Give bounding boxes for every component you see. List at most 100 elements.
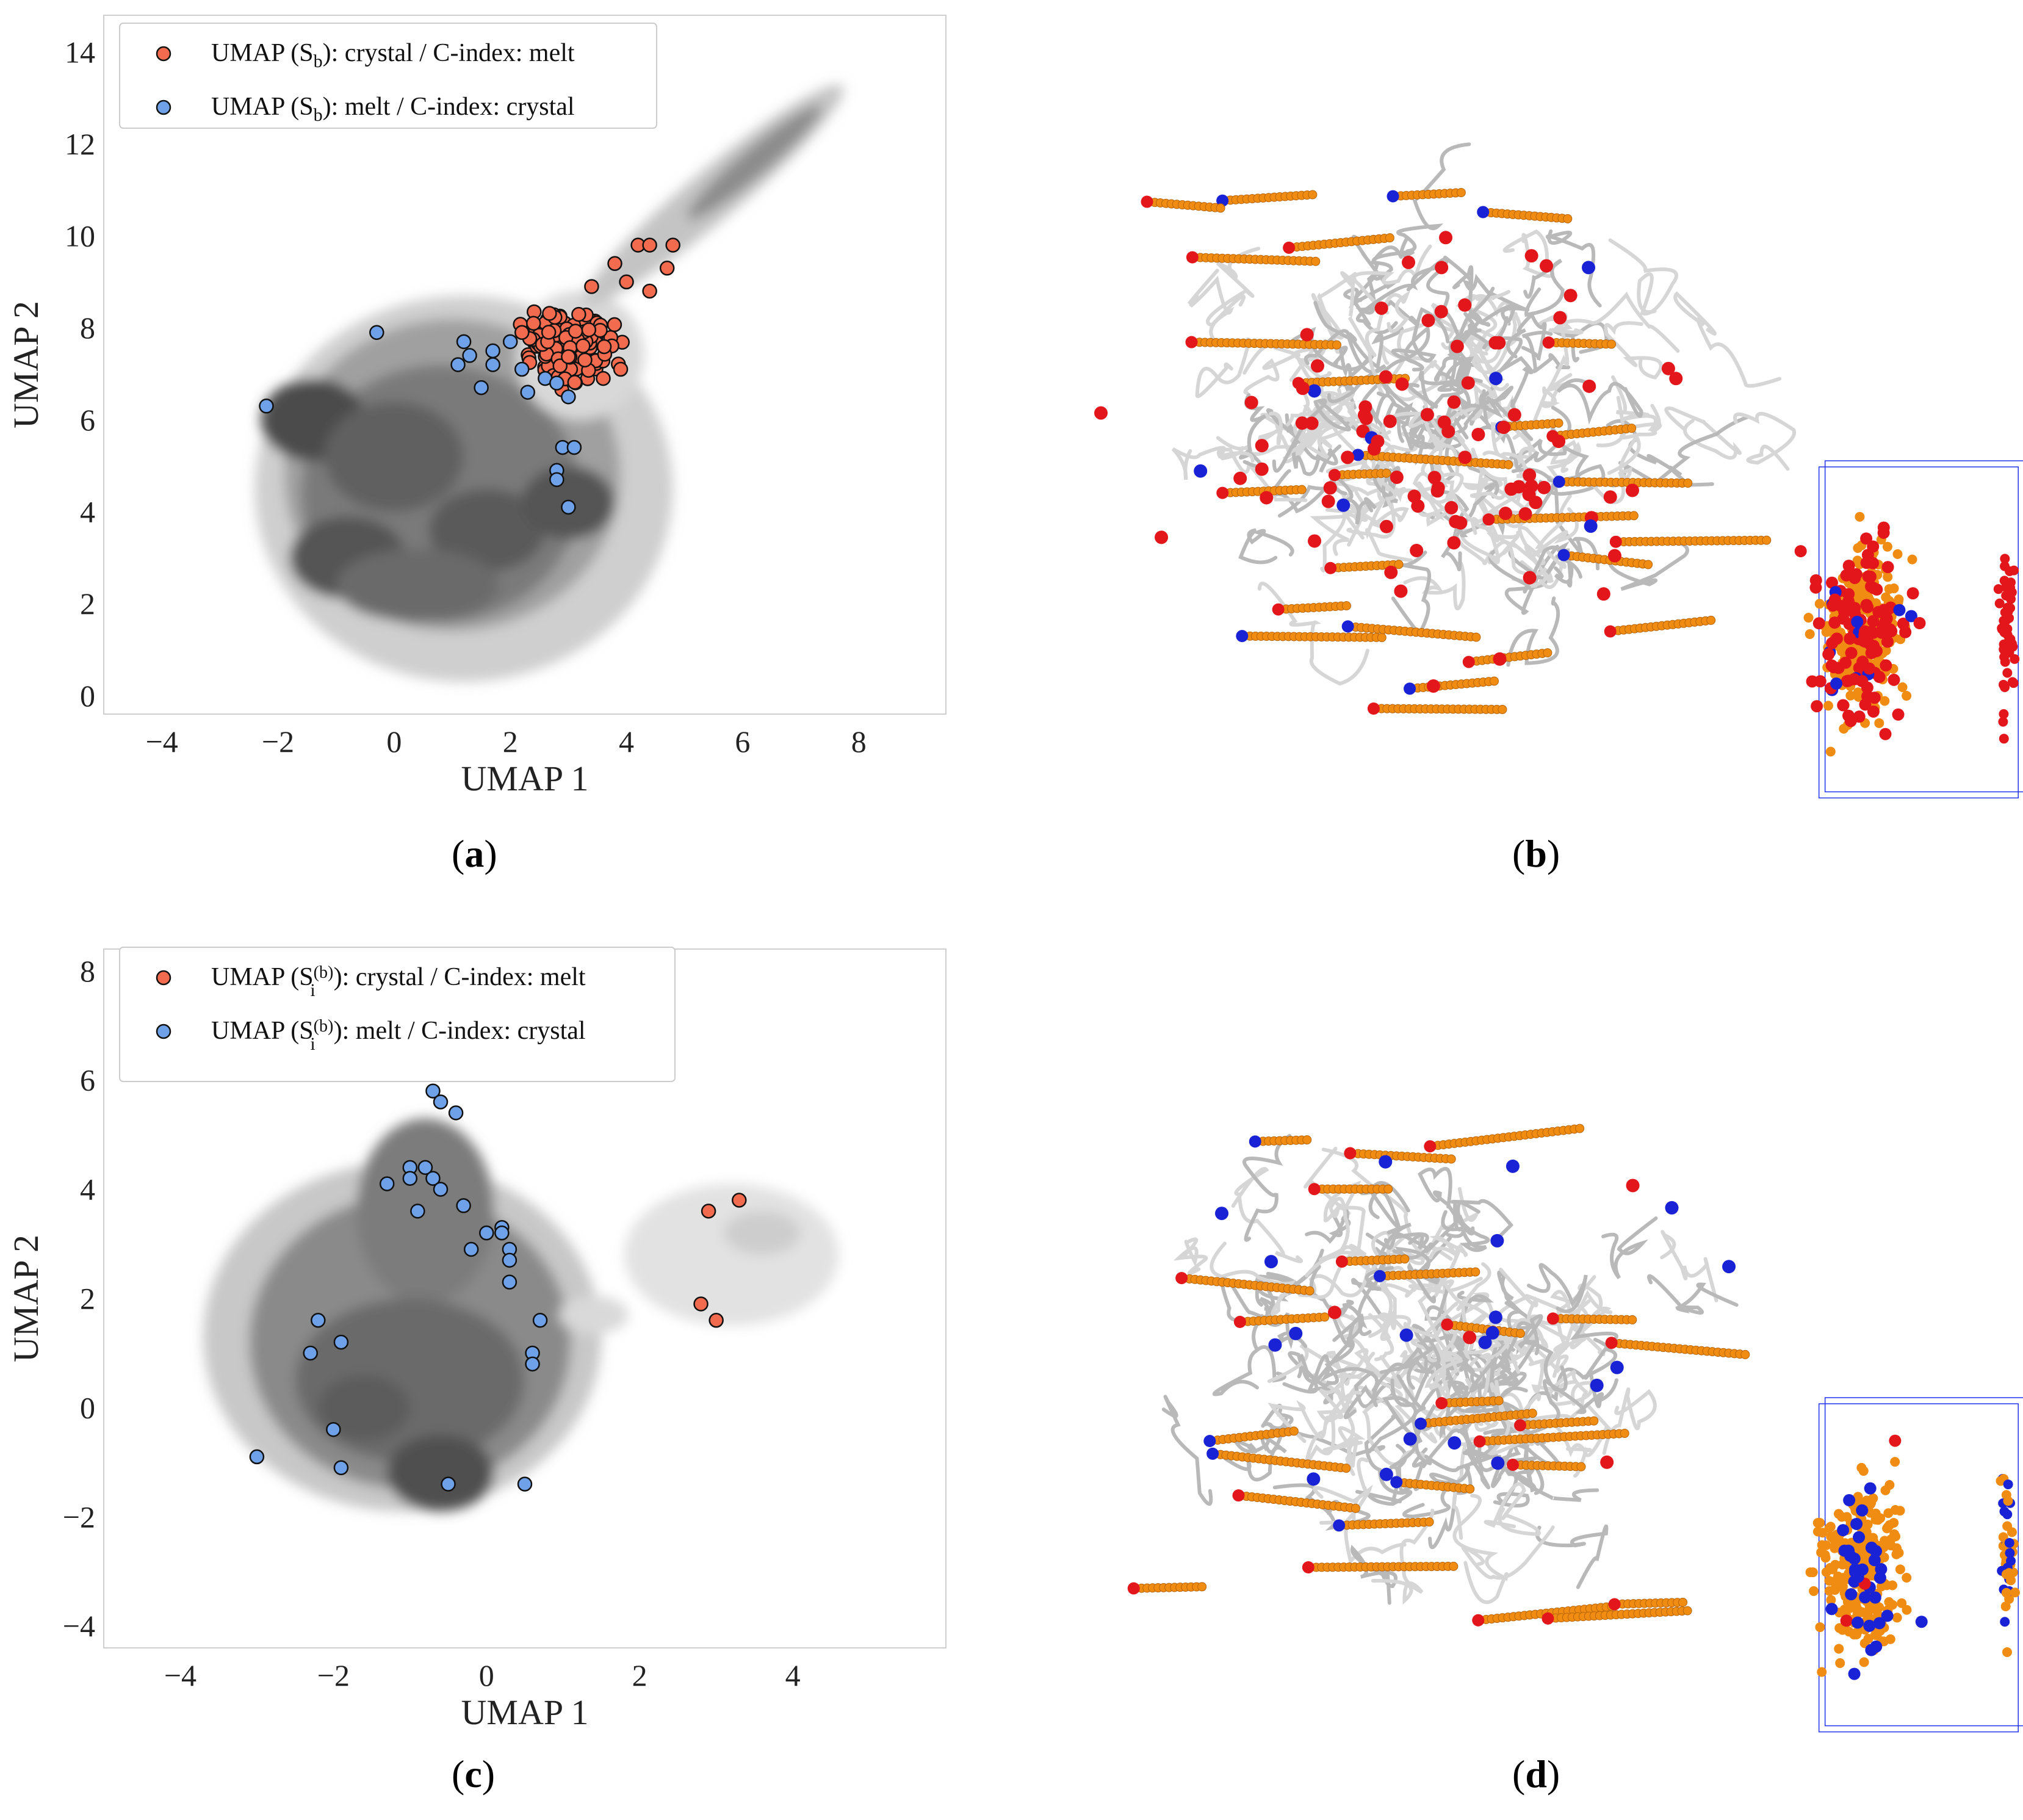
chain-end (1605, 1337, 1618, 1349)
end-bead (1300, 328, 1314, 342)
inset-end (1826, 637, 1839, 649)
y-axis-label: UMAP 2 (6, 1235, 46, 1362)
polymer-tube (1282, 1354, 1379, 1394)
data-point (552, 358, 568, 374)
monomer (1498, 704, 1507, 714)
polymer-tube (1310, 510, 1350, 572)
inset-bead (1883, 572, 1893, 582)
inset-slab-bead (2000, 554, 2010, 564)
monomer (1289, 1426, 1299, 1436)
crystal-stem (1473, 1428, 1629, 1448)
polymer-tube (1604, 321, 1663, 380)
crystal-stem (1335, 1254, 1410, 1268)
density-background (203, 1118, 839, 1512)
monomer (1341, 601, 1351, 611)
chain-end (1308, 1183, 1321, 1196)
polymer-tube (1376, 463, 1410, 524)
inset-bead (1823, 701, 1833, 711)
polymer-tube (1238, 528, 1294, 565)
monomer (1446, 1154, 1456, 1164)
polymer-tube (1506, 596, 1560, 667)
y-tick-label: 10 (65, 219, 95, 253)
inset-bead (1882, 541, 1892, 552)
inset-end (1856, 1504, 1869, 1517)
monomer (1504, 460, 1513, 469)
polymer-tube (1195, 337, 1250, 399)
data-point (581, 322, 597, 338)
legend-suffix: ): melt / C-index: crystal (334, 1017, 586, 1045)
inset-slab-bead (2002, 668, 2013, 678)
x-tick-label: 2 (503, 724, 518, 759)
data-point (566, 439, 582, 455)
end-bead (1336, 498, 1350, 512)
inset-bead (1884, 1597, 1894, 1607)
caption-b: (b) (1512, 832, 1560, 875)
data-point (584, 279, 599, 294)
inset-bead (1805, 629, 1815, 639)
inset-bead (1855, 511, 1865, 522)
monomer (1576, 1462, 1586, 1472)
x-tick-label: −4 (164, 1658, 197, 1692)
inset-slab-bead (1999, 615, 2010, 626)
y-tick-label: 2 (80, 1282, 95, 1316)
y-tick-label: −4 (63, 1609, 95, 1643)
inset-bead (1824, 1586, 1834, 1596)
data-point (326, 1421, 341, 1437)
end-bead (1379, 1467, 1393, 1481)
chain-end (1609, 535, 1622, 548)
end-bead (1603, 490, 1617, 504)
polymer-tube (1437, 444, 1500, 565)
end-bead (1518, 507, 1532, 521)
end-bead (1358, 400, 1372, 414)
end-bead (1155, 530, 1169, 544)
chain-end (1367, 702, 1380, 715)
x-axis-label: UMAP 1 (461, 759, 589, 798)
inset-bead (1889, 583, 1899, 594)
crystal-stem (1387, 188, 1466, 203)
end-bead (1582, 379, 1596, 393)
chain-end (1472, 1614, 1485, 1627)
monomer (1377, 633, 1387, 643)
polymer-tube (1305, 1313, 1372, 1387)
inset-bead (1845, 690, 1856, 701)
end-bead (1410, 543, 1424, 557)
data-point (494, 1225, 510, 1241)
inset-end (1825, 659, 1838, 672)
polymer-tube (1173, 1237, 1208, 1276)
legend-suffix: ): crystal / C-index: melt (334, 963, 586, 991)
inset-end (1845, 1588, 1858, 1601)
inset-bead (1885, 1634, 1895, 1644)
crystal-stem (1367, 702, 1507, 715)
data-point (249, 1449, 265, 1465)
inset-end (1873, 1617, 1886, 1630)
inset-bead (1890, 1504, 1900, 1515)
plot-frame (103, 15, 947, 715)
monomer (1515, 1329, 1525, 1338)
polymer-tube (1504, 544, 1559, 615)
y-tick-label: 0 (80, 1390, 95, 1425)
inset-slab-bead (1999, 709, 2009, 719)
y-tick-label: −2 (63, 1500, 95, 1534)
chain-end (1482, 513, 1495, 526)
data-point (303, 1345, 318, 1361)
polymer-tube (1231, 1167, 1303, 1263)
end-bead (1524, 249, 1538, 263)
end-bead (1426, 679, 1440, 693)
inset-slab-bead (2002, 1647, 2013, 1657)
end-bead (1379, 519, 1393, 533)
x-tick-label: 8 (851, 724, 867, 759)
crystal-stem (1233, 1312, 1330, 1328)
crystal-stem (1477, 206, 1573, 223)
inset-box (1818, 466, 2019, 799)
legend-marker (156, 46, 171, 62)
crystal-stem (1127, 1582, 1207, 1595)
end-bead (1307, 1472, 1321, 1486)
end-bead (1537, 480, 1551, 494)
end-bead (1244, 395, 1258, 410)
end-bead (1499, 507, 1513, 521)
y-tick-label: 0 (80, 679, 95, 713)
end-bead (1553, 311, 1567, 325)
monomer (1350, 1503, 1360, 1513)
polymer-tube (1313, 301, 1404, 370)
